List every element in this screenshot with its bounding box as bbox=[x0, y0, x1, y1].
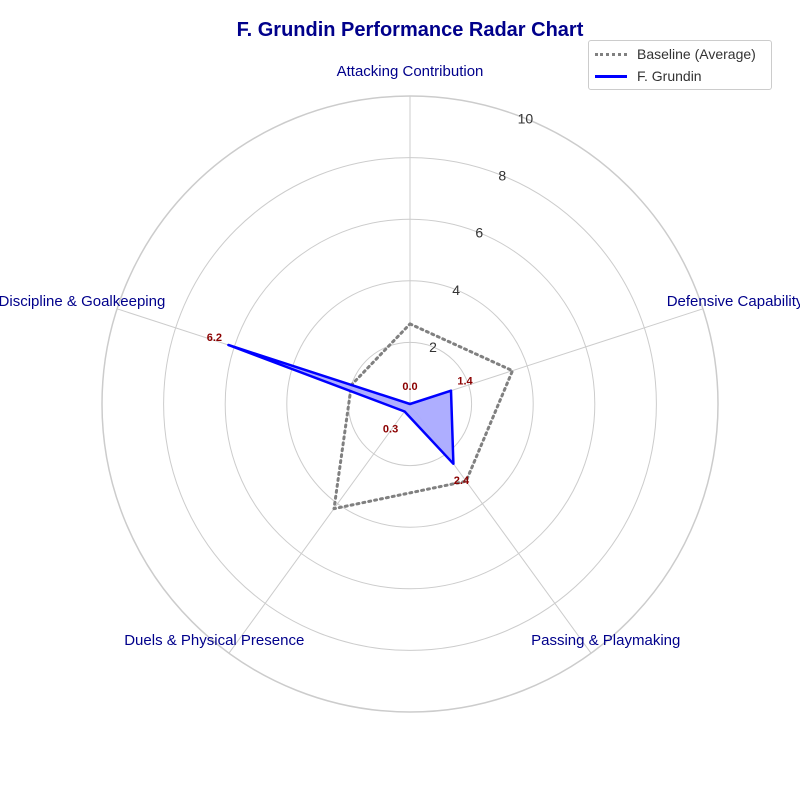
axis-label: Defensive Capability bbox=[667, 293, 800, 310]
axis-label: Duels & Physical Presence bbox=[124, 632, 304, 649]
axis-label: Passing & Playmaking bbox=[531, 632, 680, 649]
legend: Baseline (Average) F. Grundin bbox=[588, 40, 772, 90]
legend-label-baseline: Baseline (Average) bbox=[637, 46, 756, 62]
legend-item-player: F. Grundin bbox=[595, 66, 702, 86]
value-label: 0.0 bbox=[402, 381, 417, 393]
radial-tick-labels: 2 4 6 8 10 bbox=[429, 110, 533, 354]
radial-tick-label: 4 bbox=[452, 282, 460, 298]
legend-label-player: F. Grundin bbox=[637, 68, 702, 84]
value-label: 1.4 bbox=[457, 376, 473, 388]
legend-swatch-baseline bbox=[595, 52, 627, 56]
axis-label: Discipline & Goalkeeping bbox=[0, 293, 165, 310]
radial-tick-label: 6 bbox=[475, 225, 483, 241]
radial-tick-label: 8 bbox=[498, 168, 506, 184]
legend-item-baseline: Baseline (Average) bbox=[595, 44, 756, 64]
radial-tick-label: 10 bbox=[518, 110, 534, 126]
series-fill-1 bbox=[228, 345, 454, 464]
value-label: 6.2 bbox=[207, 332, 222, 344]
axis-labels: Attacking Contribution Defensive Capabili… bbox=[0, 63, 800, 649]
value-label: 2.4 bbox=[454, 475, 470, 487]
axis-label: Attacking Contribution bbox=[337, 63, 484, 80]
series-line-1 bbox=[227, 343, 455, 466]
legend-swatch-player bbox=[595, 74, 627, 78]
radial-tick-label: 2 bbox=[429, 339, 437, 355]
value-label: 0.3 bbox=[383, 423, 398, 435]
series-layer bbox=[227, 322, 514, 511]
value-labels: 0.0 1.4 2.4 0.3 6.2 bbox=[207, 332, 474, 487]
series-line-0 bbox=[332, 322, 514, 511]
chart-title: F. Grundin Performance Radar Chart bbox=[236, 19, 584, 41]
spoke-line-3 bbox=[228, 403, 411, 654]
spoke-line-1 bbox=[409, 308, 704, 405]
